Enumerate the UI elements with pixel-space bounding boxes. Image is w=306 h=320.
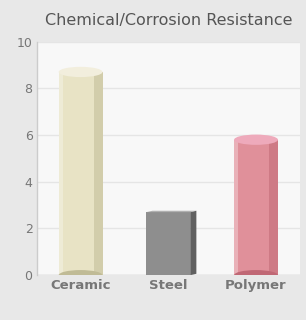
Ellipse shape: [234, 135, 278, 145]
Polygon shape: [37, 275, 306, 279]
Polygon shape: [190, 211, 196, 275]
Ellipse shape: [59, 270, 103, 280]
Polygon shape: [146, 211, 196, 212]
Bar: [234, 140, 278, 275]
Bar: [94, 72, 103, 275]
Ellipse shape: [234, 270, 278, 280]
Bar: [269, 140, 278, 275]
Text: Chemical/Corrosion Resistance: Chemical/Corrosion Resistance: [45, 13, 292, 28]
Ellipse shape: [59, 67, 103, 77]
Bar: [59, 72, 63, 275]
Bar: [59, 72, 103, 275]
Bar: [234, 140, 238, 275]
Bar: [146, 212, 190, 275]
